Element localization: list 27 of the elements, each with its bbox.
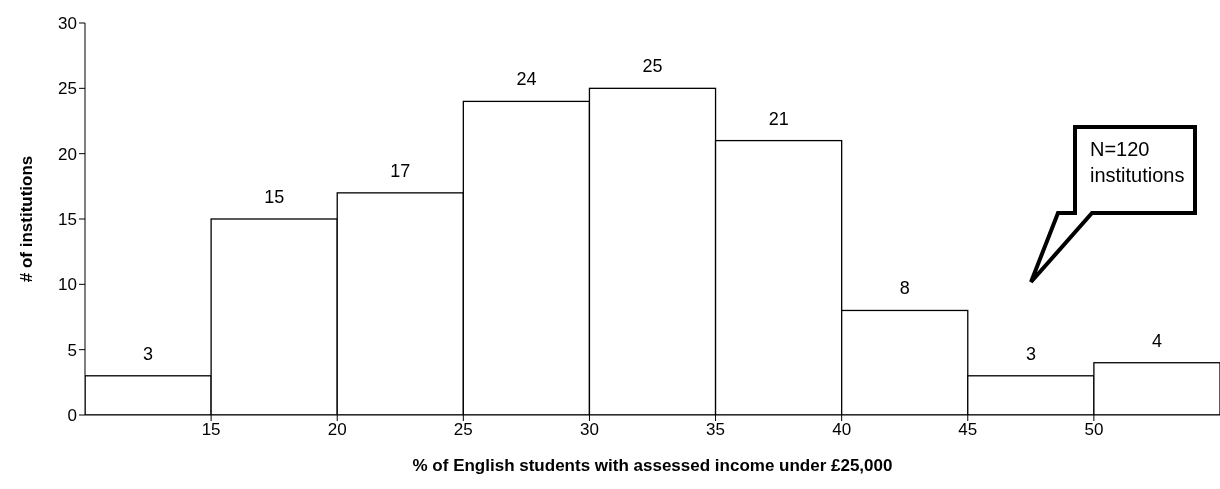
y-tick-label: 30 [58, 14, 77, 34]
data-label: 25 [642, 56, 663, 77]
annotation: N=120 institutions [1090, 137, 1186, 188]
x-tick-label: 15 [201, 420, 221, 440]
y-tick-label: 15 [58, 210, 77, 230]
x-tick-label: 30 [579, 420, 599, 440]
data-label: 8 [899, 278, 910, 299]
x-tick-label: 35 [706, 420, 726, 440]
x-tick-label: 20 [327, 420, 347, 440]
data-label: 3 [1025, 343, 1036, 364]
y-axis-title: # of institutions [17, 155, 37, 283]
x-axis-title: % of English students with assessed income under £25,000 [412, 456, 893, 475]
y-tick-label: 20 [58, 144, 77, 164]
y-tick-label: 5 [67, 340, 77, 360]
y-tick-label: 10 [58, 275, 77, 295]
data-label: 3 [143, 343, 154, 364]
x-tick-label: 40 [832, 420, 852, 440]
data-label: 21 [768, 108, 789, 129]
data-label: 4 [1151, 330, 1163, 351]
x-tick-label: 25 [453, 420, 473, 440]
y-tick-label: 0 [67, 406, 77, 426]
data-label: 17 [390, 160, 411, 181]
x-tick-label: 50 [1084, 420, 1104, 440]
data-label: 24 [516, 69, 537, 90]
data-label: 15 [264, 187, 285, 207]
y-tick-label: 25 [58, 79, 77, 99]
x-tick-label: 45 [958, 420, 978, 440]
